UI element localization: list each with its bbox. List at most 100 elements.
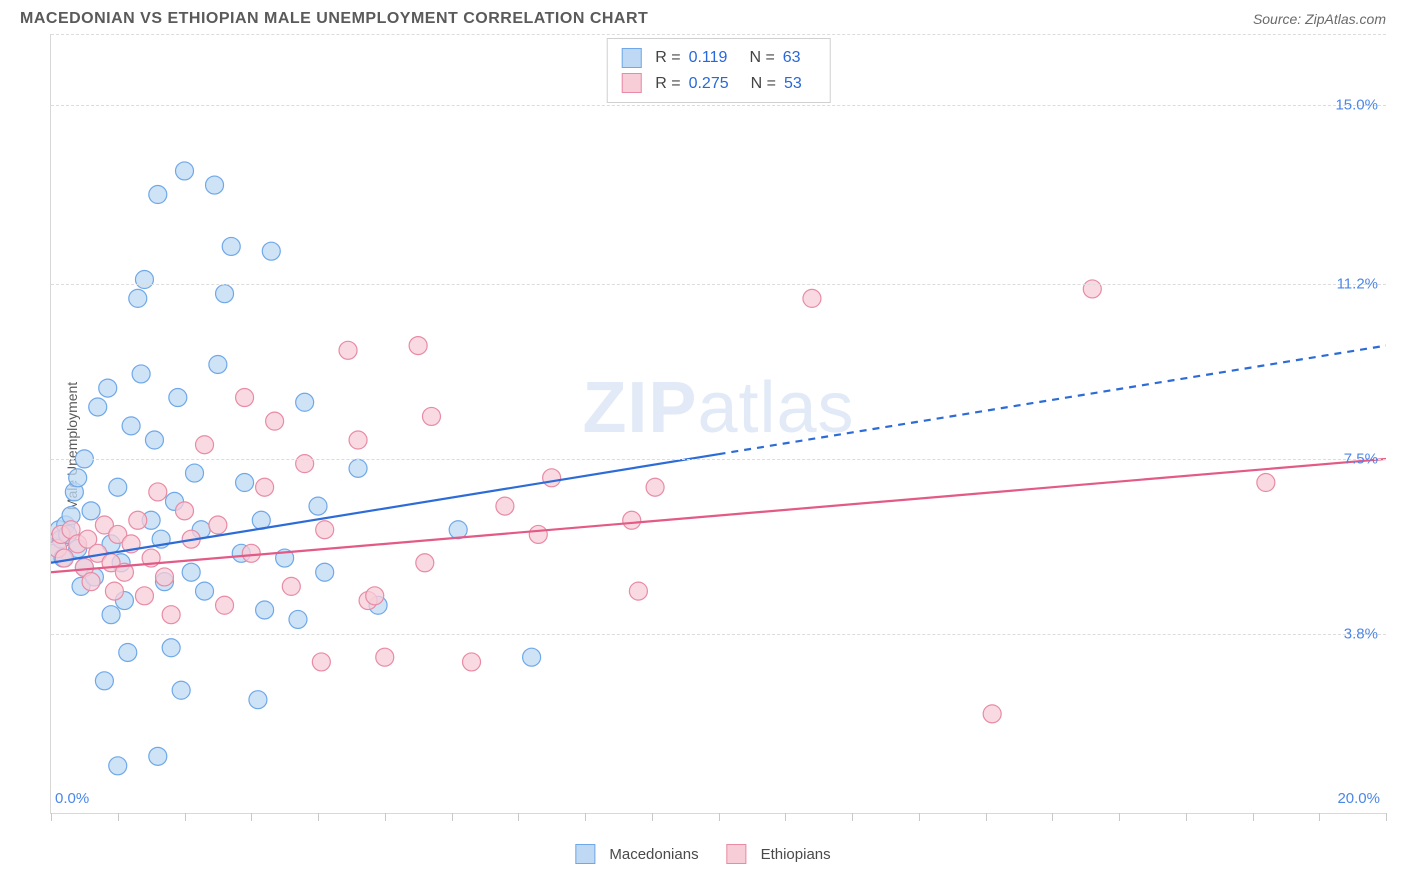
data-point [176,502,194,520]
data-point [236,474,254,492]
data-point [129,511,147,529]
chart-header: MACEDONIAN VS ETHIOPIAN MALE UNEMPLOYMEN… [0,0,1406,34]
gridline [51,105,1386,106]
data-point [102,606,120,624]
data-point [256,601,274,619]
trend-line-extrapolated [719,346,1387,455]
stat-r-label: R = [655,45,680,71]
data-point [646,478,664,496]
data-point [316,563,334,581]
chart-title: MACEDONIAN VS ETHIOPIAN MALE UNEMPLOYMEN… [20,10,648,28]
data-point [349,431,367,449]
data-point [162,606,180,624]
data-point [422,407,440,425]
data-point [82,573,100,591]
source-label: Source: ZipAtlas.com [1253,11,1386,27]
data-point [529,525,547,543]
scatter-plot-svg [51,34,1386,813]
legend-stats-row: R = 0.119 N = 63 [621,45,816,71]
x-tick-label: 20.0% [1337,790,1380,807]
data-point [196,436,214,454]
data-point [296,393,314,411]
trend-line [51,454,719,563]
data-point [216,596,234,614]
data-point [122,417,140,435]
stat-n-value: 63 [783,45,801,71]
data-point [135,271,153,289]
data-point [1083,280,1101,298]
data-point [209,516,227,534]
data-point [182,563,200,581]
data-point [316,521,334,539]
data-point [236,389,254,407]
data-point [366,587,384,605]
legend-swatch [727,844,747,864]
data-point [216,285,234,303]
data-point [242,544,260,562]
data-point [69,469,87,487]
data-point [409,337,427,355]
data-point [256,478,274,496]
data-point [82,502,100,520]
data-point [629,582,647,600]
gridline [51,634,1386,635]
stat-n-label: N = [749,45,774,71]
legend-series-label: Ethiopians [761,846,831,863]
data-point [89,398,107,416]
legend-stats-row: R = 0.275N = 53 [621,71,816,97]
data-point [206,176,224,194]
legend-swatch [575,844,595,864]
data-point [109,478,127,496]
data-point [249,691,267,709]
data-point [149,483,167,501]
data-point [149,747,167,765]
data-point [543,469,561,487]
data-point [109,757,127,775]
data-point [266,412,284,430]
stat-r-label: R = [655,71,680,97]
data-point [209,355,227,373]
data-point [105,582,123,600]
y-tick-label: 7.5% [1344,450,1378,467]
data-point [169,389,187,407]
gridline [51,459,1386,460]
x-tick-label: 0.0% [55,790,89,807]
data-point [983,705,1001,723]
data-point [55,549,73,567]
data-point [309,497,327,515]
data-point [523,648,541,666]
data-point [262,242,280,260]
data-point [172,681,190,699]
data-point [99,379,117,397]
y-tick-label: 11.2% [1337,276,1378,293]
gridline [51,34,1386,35]
legend-series-label: Macedonians [609,846,698,863]
data-point [119,643,137,661]
data-point [289,610,307,628]
legend-swatch [621,73,641,93]
y-tick-label: 15.0% [1335,96,1378,113]
data-point [149,186,167,204]
data-point [416,554,434,572]
data-point [296,455,314,473]
data-point [129,289,147,307]
stat-n-label: N = [751,71,776,97]
data-point [145,431,163,449]
data-point [222,237,240,255]
data-point [339,341,357,359]
gridline [51,284,1386,285]
data-point [463,653,481,671]
data-point [135,587,153,605]
data-point [162,639,180,657]
data-point [132,365,150,383]
data-point [196,582,214,600]
chart-area: ZIPatlas R = 0.119N = 63R = 0.275N = 53 … [50,34,1386,814]
stat-r-value: 0.119 [689,45,728,71]
data-point [282,577,300,595]
chart-footer: Macedonians Ethiopians [0,814,1406,874]
y-tick-label: 3.8% [1344,625,1378,642]
legend-swatch [621,48,641,68]
data-point [803,289,821,307]
data-point [312,653,330,671]
legend-series: Macedonians Ethiopians [575,844,830,864]
